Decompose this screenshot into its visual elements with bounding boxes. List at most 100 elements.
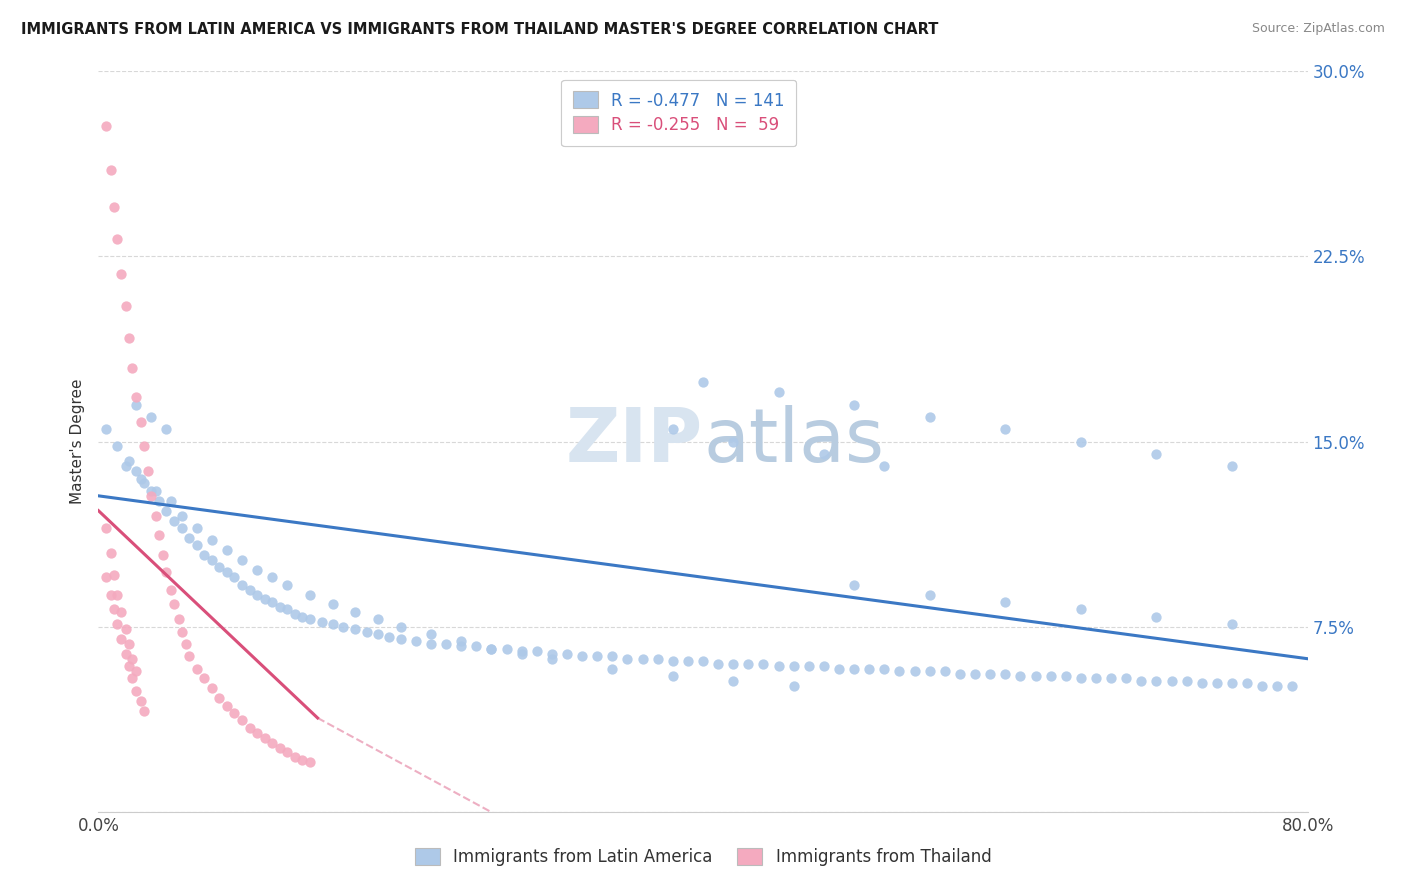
Point xyxy=(367,627,389,641)
Point xyxy=(1220,617,1243,632)
Point xyxy=(125,398,148,412)
Point xyxy=(239,582,262,597)
Point xyxy=(844,662,866,676)
Point xyxy=(167,612,190,626)
Point xyxy=(105,588,128,602)
Point xyxy=(481,641,503,656)
Point xyxy=(889,664,911,678)
Point xyxy=(179,531,201,545)
Y-axis label: Master's Degree: Master's Degree xyxy=(70,379,86,504)
Point xyxy=(631,651,654,665)
Point xyxy=(269,599,291,614)
Text: Source: ZipAtlas.com: Source: ZipAtlas.com xyxy=(1251,22,1385,36)
Point xyxy=(231,577,253,591)
Point xyxy=(1070,602,1092,616)
Point xyxy=(356,624,378,639)
Point xyxy=(118,331,141,345)
Point xyxy=(125,683,148,698)
Point xyxy=(105,440,128,454)
Point xyxy=(332,619,354,633)
Point xyxy=(262,595,284,609)
Point xyxy=(253,592,276,607)
Point xyxy=(136,464,159,478)
Point xyxy=(105,617,128,632)
Point xyxy=(224,706,246,720)
Point xyxy=(555,647,578,661)
Point xyxy=(481,641,503,656)
Point xyxy=(129,694,152,708)
Point xyxy=(253,731,276,745)
Point xyxy=(1220,459,1243,474)
Point xyxy=(737,657,759,671)
Point xyxy=(994,595,1017,609)
Point xyxy=(125,664,148,678)
Point xyxy=(465,640,488,654)
Point xyxy=(121,360,143,375)
Point xyxy=(125,390,148,404)
Point xyxy=(148,528,170,542)
Point xyxy=(813,659,835,673)
Point xyxy=(100,163,122,178)
Point xyxy=(94,119,117,133)
Point xyxy=(94,521,117,535)
Point xyxy=(1175,673,1198,688)
Point xyxy=(160,582,183,597)
Text: ZIP: ZIP xyxy=(565,405,703,478)
Point xyxy=(873,459,896,474)
Point xyxy=(100,588,122,602)
Point xyxy=(174,637,197,651)
Point xyxy=(186,521,208,535)
Point xyxy=(141,409,163,424)
Point xyxy=(155,566,177,580)
Point xyxy=(231,714,253,728)
Point xyxy=(114,459,136,474)
Point xyxy=(155,503,177,517)
Point xyxy=(118,659,141,673)
Point xyxy=(246,588,269,602)
Point xyxy=(170,521,193,535)
Point xyxy=(118,454,141,468)
Point xyxy=(201,533,224,548)
Point xyxy=(1267,679,1289,693)
Point xyxy=(94,422,117,436)
Point xyxy=(1024,669,1046,683)
Point xyxy=(152,548,174,562)
Point xyxy=(114,622,136,636)
Point xyxy=(1070,434,1092,449)
Point xyxy=(291,753,314,767)
Point xyxy=(1191,676,1213,690)
Point xyxy=(110,632,132,646)
Point xyxy=(540,647,562,661)
Point xyxy=(873,662,896,676)
Point xyxy=(752,657,775,671)
Point xyxy=(918,588,941,602)
Point xyxy=(262,736,284,750)
Point xyxy=(405,634,427,648)
Point xyxy=(179,649,201,664)
Point xyxy=(994,422,1017,436)
Point xyxy=(344,622,367,636)
Point xyxy=(723,657,745,671)
Point xyxy=(170,624,193,639)
Point xyxy=(299,588,322,602)
Point xyxy=(246,563,269,577)
Point xyxy=(284,607,307,622)
Point xyxy=(661,654,683,668)
Point xyxy=(322,617,344,632)
Point xyxy=(934,664,956,678)
Point xyxy=(193,672,215,686)
Point xyxy=(602,649,624,664)
Point xyxy=(616,651,638,665)
Point xyxy=(201,553,224,567)
Point xyxy=(118,637,141,651)
Point xyxy=(186,538,208,552)
Point xyxy=(141,483,163,498)
Point xyxy=(377,630,399,644)
Point xyxy=(994,666,1017,681)
Point xyxy=(1054,669,1077,683)
Point xyxy=(979,666,1001,681)
Point xyxy=(344,605,367,619)
Point xyxy=(389,632,412,646)
Point xyxy=(844,577,866,591)
Point xyxy=(647,651,669,665)
